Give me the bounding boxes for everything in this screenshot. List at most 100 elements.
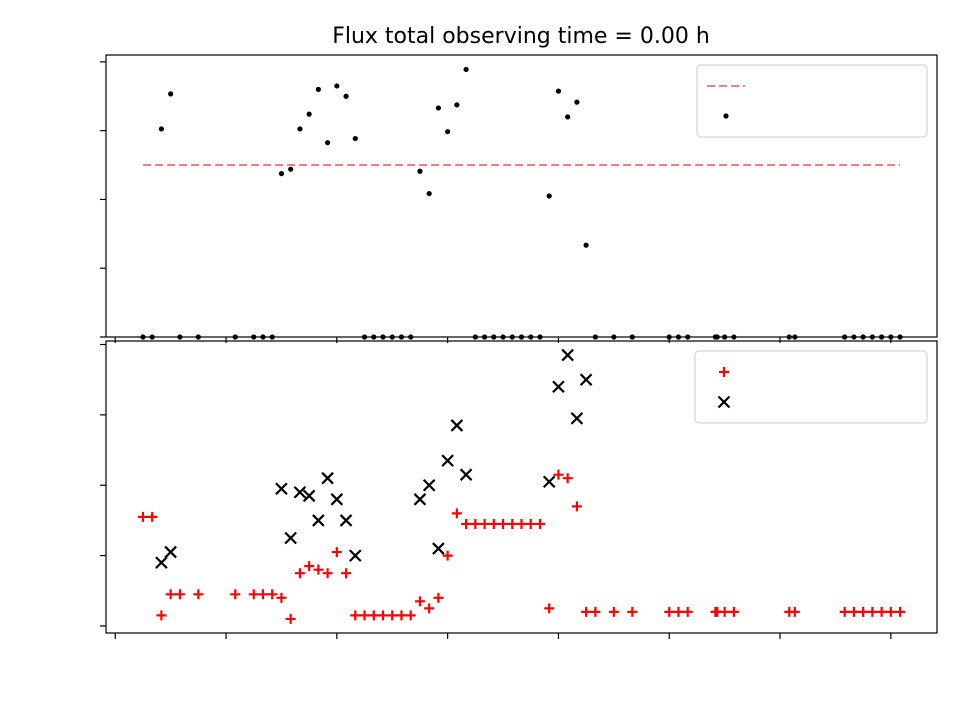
data-point <box>435 105 441 111</box>
data-point <box>174 589 185 600</box>
data-point <box>450 419 464 432</box>
data-point <box>719 606 730 617</box>
data-point <box>552 380 565 394</box>
data-point <box>306 111 312 117</box>
data-point <box>516 518 527 529</box>
data-point <box>322 568 333 579</box>
data-point <box>315 86 321 92</box>
data-point <box>158 126 164 132</box>
data-point <box>396 610 407 621</box>
plot-frame <box>105 340 938 634</box>
data-point <box>417 168 423 174</box>
data-point <box>579 373 593 386</box>
data-point <box>525 518 536 529</box>
data-point <box>294 568 305 579</box>
data-point <box>534 518 545 529</box>
data-point <box>432 542 445 555</box>
legend-marker <box>717 395 731 409</box>
data-point <box>498 518 509 529</box>
data-point <box>267 589 278 600</box>
data-point <box>147 511 158 522</box>
legend-box <box>694 350 928 424</box>
data-point <box>368 610 379 621</box>
legend <box>696 64 928 138</box>
legend-box <box>696 64 928 138</box>
data-point <box>839 606 850 617</box>
data-point <box>293 485 307 499</box>
data-point <box>288 166 294 172</box>
legend-marker <box>719 367 729 377</box>
data-point <box>164 545 177 559</box>
data-point <box>571 501 582 512</box>
data-point <box>553 469 564 480</box>
data-point <box>352 135 358 142</box>
data-point <box>156 610 167 621</box>
data-point <box>565 114 571 120</box>
data-point <box>433 592 444 603</box>
data-point <box>275 482 288 496</box>
data-point <box>341 568 352 579</box>
data-point <box>488 518 499 529</box>
data-point <box>479 518 490 529</box>
data-point <box>461 518 472 529</box>
data-point <box>350 610 361 621</box>
data-point <box>378 610 388 621</box>
data-point <box>330 493 344 506</box>
data-point <box>248 589 259 600</box>
data-point <box>285 613 296 624</box>
data-point <box>507 518 518 529</box>
data-point <box>257 589 268 600</box>
data-point <box>230 589 241 600</box>
data-point <box>405 610 416 621</box>
data-point <box>542 475 556 489</box>
data-point <box>343 93 349 99</box>
data-point <box>867 606 878 617</box>
data-point <box>570 412 584 425</box>
data-point <box>325 140 331 146</box>
data-point <box>414 596 425 607</box>
data-point <box>313 564 324 575</box>
data-point <box>590 606 601 617</box>
plot-frame <box>105 54 938 338</box>
data-point <box>789 606 800 617</box>
data-point <box>387 610 398 621</box>
data-point <box>876 606 887 617</box>
data-point <box>331 547 342 558</box>
data-point <box>278 171 285 177</box>
data-point <box>339 514 353 527</box>
legend <box>694 350 928 424</box>
data-point <box>334 83 340 89</box>
data-point <box>349 549 362 562</box>
data-point <box>413 493 427 506</box>
data-point <box>441 454 454 467</box>
count-panel <box>100 340 938 639</box>
data-point <box>682 606 693 617</box>
data-point <box>608 606 619 617</box>
data-point <box>627 606 638 617</box>
data-point <box>555 88 562 94</box>
legend-marker <box>723 113 729 119</box>
data-point <box>165 589 176 600</box>
data-point <box>544 603 555 614</box>
data-point <box>581 606 592 617</box>
data-point <box>426 190 432 197</box>
data-point <box>422 478 436 492</box>
data-point <box>442 550 453 561</box>
data-point <box>673 606 684 617</box>
data-point <box>312 514 325 527</box>
data-point <box>276 592 287 603</box>
data-point <box>463 66 469 73</box>
data-point <box>858 606 869 617</box>
ratio-panel <box>100 54 938 343</box>
data-point <box>302 489 316 503</box>
data-point <box>470 518 481 529</box>
data-point <box>885 606 896 617</box>
data-point <box>561 348 574 362</box>
series-matched-stars <box>137 469 906 624</box>
data-point <box>895 606 906 617</box>
data-point <box>583 242 589 248</box>
data-point <box>562 473 573 484</box>
data-point <box>297 126 303 132</box>
data-point <box>574 99 580 105</box>
